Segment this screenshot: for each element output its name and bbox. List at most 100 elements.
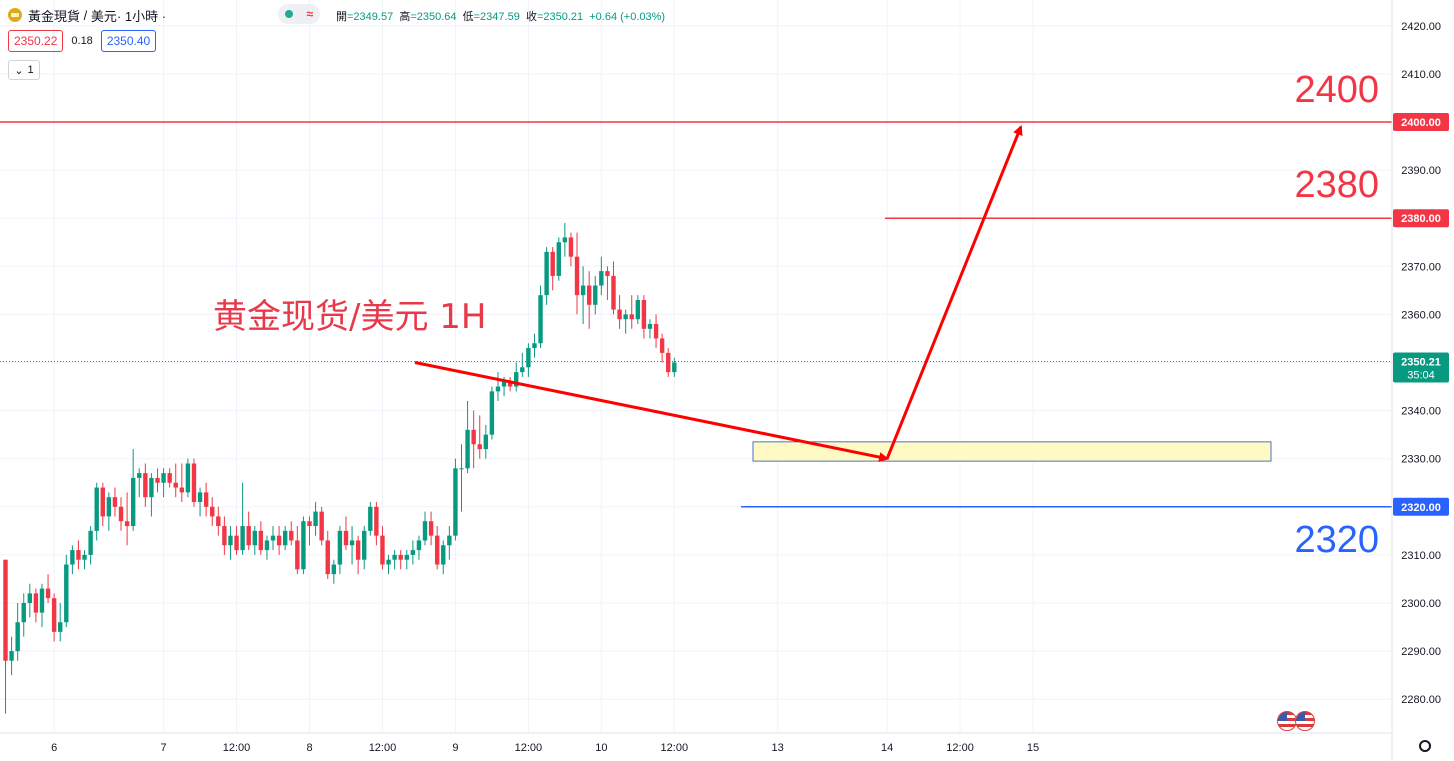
- candle: [489, 386, 495, 440]
- candle: [70, 545, 75, 575]
- candle: [422, 511, 428, 546]
- candle-body: [149, 477, 154, 498]
- candle-body: [337, 530, 343, 565]
- candle-body: [94, 487, 99, 531]
- candle-body: [447, 535, 452, 546]
- support-zone-rect: [752, 441, 1272, 462]
- candle: [185, 458, 191, 498]
- projection-arrow: [414, 361, 890, 463]
- candle: [386, 554, 391, 575]
- time-axis[interactable]: 6 7 12:00 8 12:00 9 12:00 10 12:00 13 14 12:00 15: [0, 732, 1392, 754]
- candle: [520, 352, 525, 377]
- candle: [428, 511, 434, 546]
- candle-body: [422, 521, 428, 541]
- candle-body: [301, 521, 306, 570]
- candle-body: [234, 535, 239, 551]
- settings-gear-icon[interactable]: [1419, 740, 1431, 752]
- last-price-label: 2350.21: [1401, 356, 1441, 368]
- economic-events[interactable]: [1277, 711, 1315, 731]
- last-price-tag: [1393, 352, 1449, 383]
- candle: [331, 559, 337, 584]
- candle-body: [216, 516, 221, 527]
- interval-label[interactable]: · 1小時 ·: [116, 8, 167, 24]
- candle: [313, 501, 318, 536]
- candle-body: [76, 550, 81, 560]
- candle-body: [666, 352, 671, 373]
- candle-body: [410, 550, 416, 555]
- candle: [325, 530, 330, 579]
- candle-body: [173, 482, 178, 488]
- symbol-header[interactable]: 黃金現貨 / 美元 · 1小時 ·: [8, 5, 166, 25]
- candle: [599, 256, 604, 296]
- close-value: =2350.21: [536, 11, 584, 23]
- price-axis[interactable]: 2420.00 2410.00 2400.00 2390.00 2380.00 2370.…: [1391, 0, 1449, 761]
- candle-body: [64, 564, 69, 623]
- sell-price-button[interactable]: 2350.22: [8, 30, 64, 52]
- close-label: 收: [525, 11, 537, 23]
- candle-body: [362, 530, 367, 560]
- candle: [3, 559, 8, 714]
- x-tick-label: 15: [1027, 742, 1039, 754]
- y-tick-label: 2370.00: [1401, 261, 1441, 273]
- symbol-name: 黃金現貨: [28, 8, 81, 24]
- candle: [574, 232, 580, 315]
- candle: [301, 516, 306, 575]
- candle: [617, 295, 622, 329]
- candle: [441, 540, 446, 575]
- candle-body: [130, 477, 136, 527]
- candle: [118, 497, 124, 531]
- candle: [398, 550, 403, 570]
- candle-body: [252, 530, 257, 546]
- x-tick-label: 12:00: [661, 742, 689, 754]
- candle-body: [386, 559, 391, 565]
- candle-body: [349, 540, 355, 546]
- candle: [282, 526, 288, 551]
- candle-body: [550, 251, 555, 276]
- us-flag-icon[interactable]: [1295, 711, 1315, 731]
- candle: [465, 400, 470, 474]
- candle-body: [39, 588, 45, 613]
- y-tick-label: 2340.00: [1401, 406, 1441, 418]
- candle: [550, 247, 555, 291]
- candle: [252, 526, 257, 555]
- y-tick-label: 2300.00: [1401, 598, 1441, 610]
- x-tick-label: 7: [161, 742, 167, 754]
- candle-body: [51, 598, 57, 632]
- candle-body: [112, 497, 118, 507]
- x-tick-label: 9: [452, 742, 458, 754]
- candle: [471, 410, 476, 469]
- candle-body: [264, 540, 270, 551]
- candle: [21, 593, 26, 637]
- candle-body: [106, 497, 112, 517]
- y-tick-label: 2280.00: [1401, 694, 1441, 706]
- candle-body: [380, 535, 385, 565]
- candle: [368, 501, 373, 536]
- candle: [58, 603, 63, 642]
- candle-body: [124, 521, 130, 527]
- candlesticks[interactable]: [3, 223, 677, 714]
- candle-body: [398, 554, 403, 560]
- candle: [526, 343, 531, 377]
- candle-body: [459, 468, 464, 470]
- candle: [64, 554, 69, 628]
- studies-toggle[interactable]: ⌄ 1: [8, 60, 40, 80]
- level-label-2380: 2380: [1294, 164, 1379, 206]
- candle-body: [659, 338, 665, 353]
- candle: [124, 492, 130, 546]
- candle: [477, 415, 482, 459]
- chart-grid: [0, 0, 1392, 733]
- candle-body: [611, 275, 616, 310]
- candle-body: [489, 391, 495, 435]
- candle: [355, 535, 361, 575]
- candle-body: [605, 271, 610, 276]
- countdown-label: 35:04: [1407, 369, 1435, 381]
- candle: [270, 526, 276, 551]
- quote-currency: 美元: [90, 8, 117, 24]
- us-flag-icon[interactable]: [1277, 711, 1297, 731]
- market-status-pill[interactable]: ≈: [278, 4, 320, 24]
- candle: [112, 487, 118, 517]
- buy-price-button[interactable]: 2350.40: [100, 30, 157, 52]
- candle-body: [203, 492, 209, 507]
- bid-ask[interactable]: 2350.22 0.18 2350.40: [8, 30, 157, 52]
